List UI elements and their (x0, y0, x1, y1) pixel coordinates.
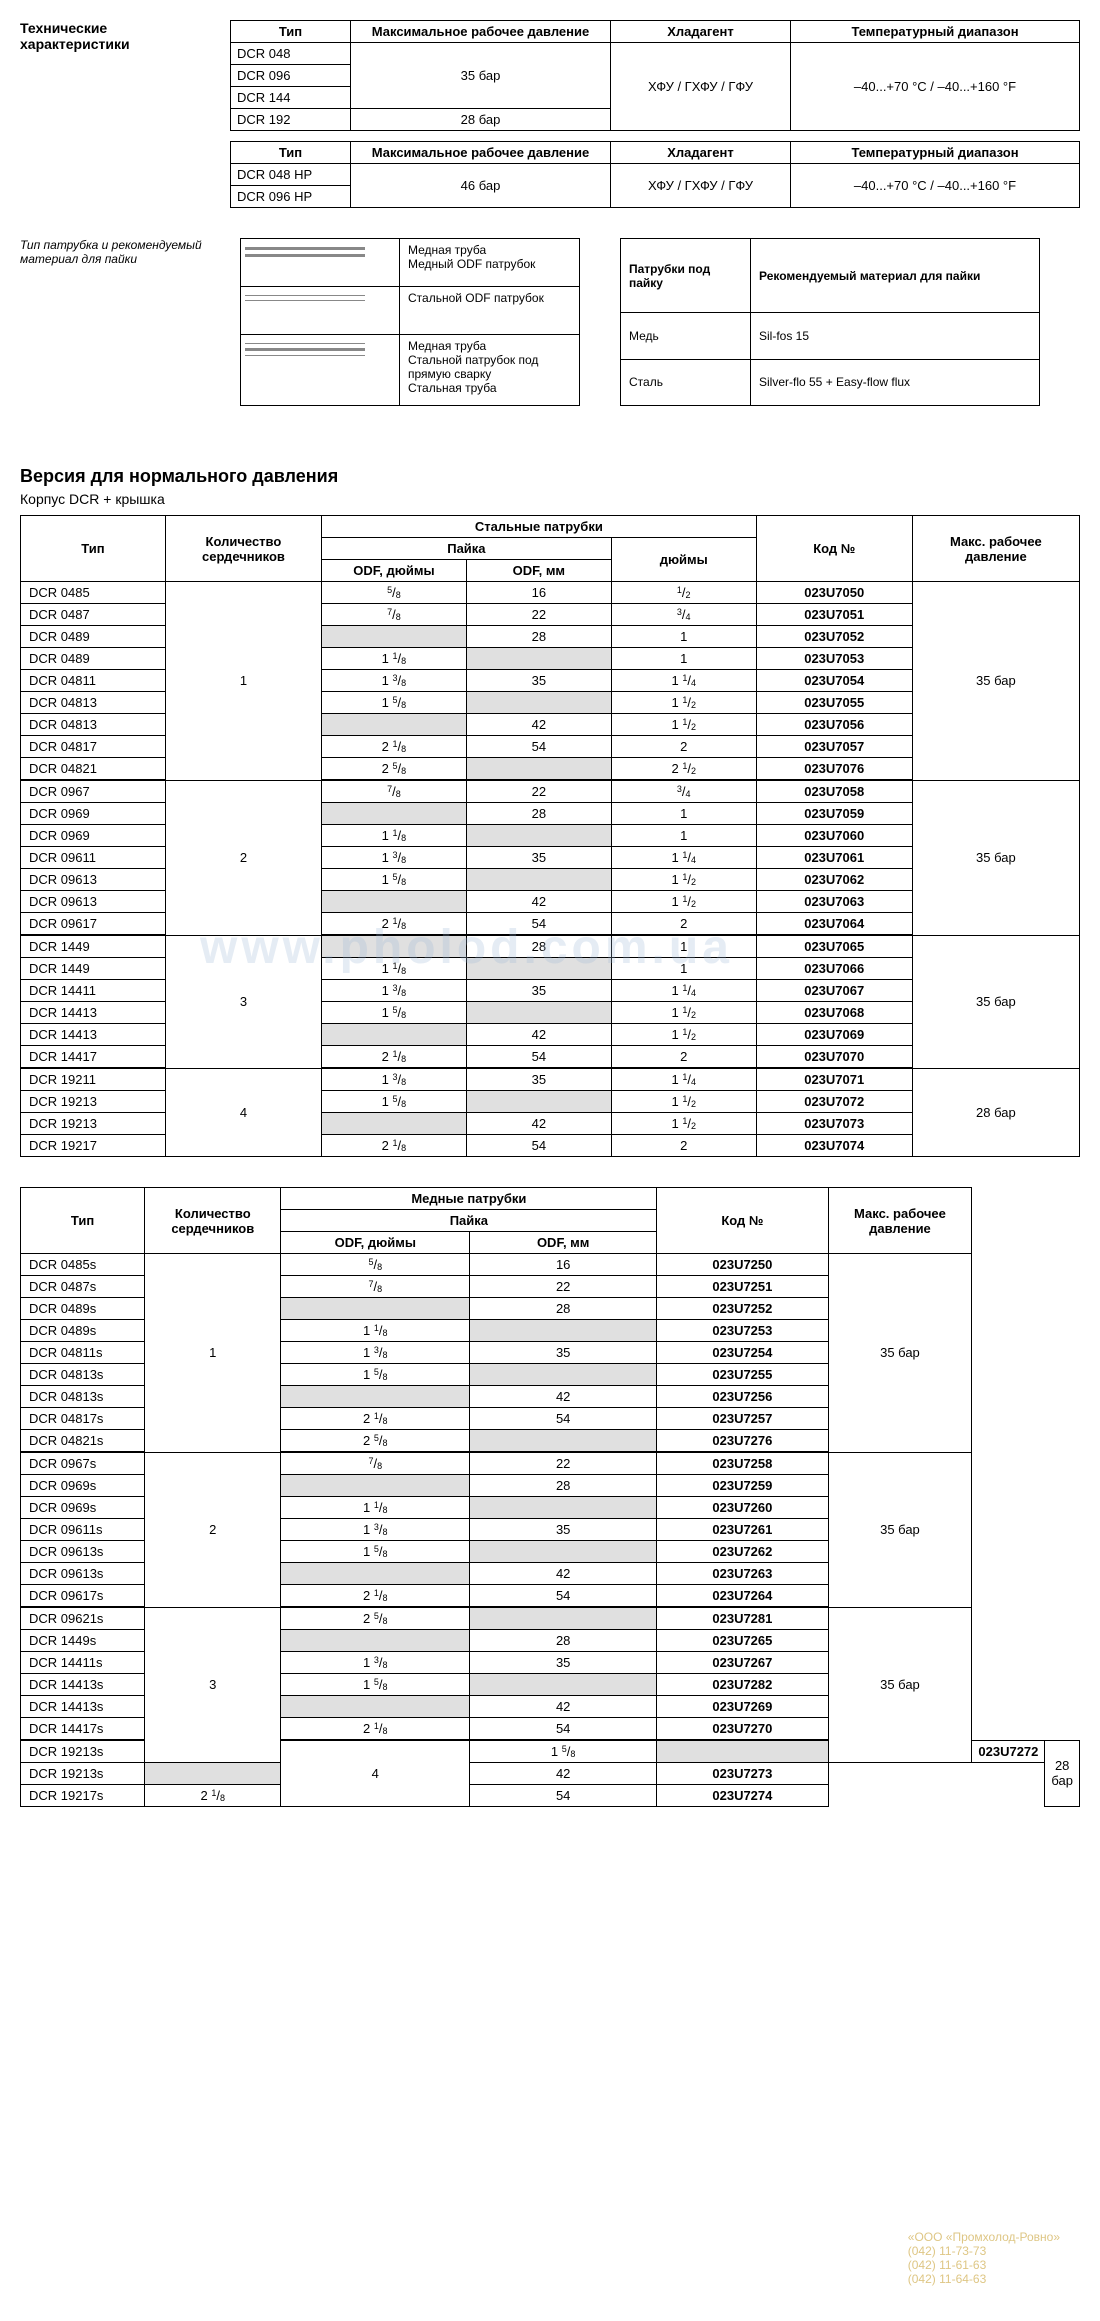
section-title: Версия для нормального давления (20, 466, 1080, 487)
braze-material-table: Патрубки под пайкуРекомендуемый материал… (620, 238, 1040, 406)
steel-table: Тип Количество сердечников Стальные патр… (20, 515, 1080, 1157)
spec-table-1: Тип Максимальное рабочее давление Хладаг… (230, 20, 1080, 131)
braze-diagram (240, 238, 400, 406)
subtitle: Корпус DCR + крышка (20, 491, 1080, 507)
spec-table-2: Тип Максимальное рабочее давление Хладаг… (230, 141, 1080, 208)
braze-note-label: Тип патрубка и рекомендуемый материал дл… (20, 238, 220, 436)
copper-table: Тип Количество сердечников Медные патруб… (20, 1187, 1080, 1807)
tech-spec-label: Технические характеристики (20, 20, 210, 218)
footer-watermark: «ООО «Промхолод-Ровно»(042) 11-73-73(042… (908, 2230, 1060, 2286)
braze-labels: Медная трубаМедный ODF патрубокСтальной … (400, 238, 580, 406)
